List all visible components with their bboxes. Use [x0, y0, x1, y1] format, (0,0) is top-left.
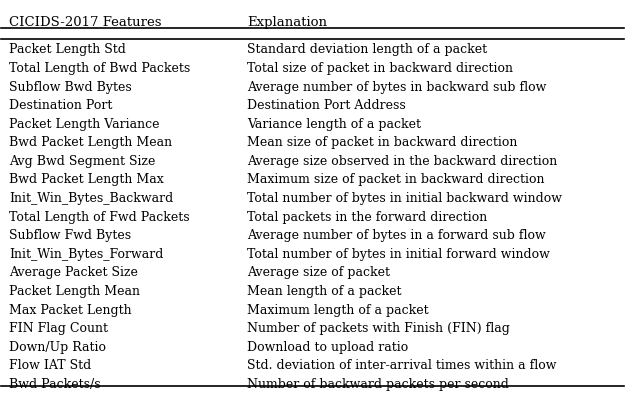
- Text: Mean size of packet in backward direction: Mean size of packet in backward directio…: [247, 136, 518, 149]
- Text: Packet Length Std: Packet Length Std: [9, 43, 125, 56]
- Text: Init_Win_Bytes_Backward: Init_Win_Bytes_Backward: [9, 192, 173, 205]
- Text: Average size observed in the backward direction: Average size observed in the backward di…: [247, 155, 557, 168]
- Text: Total size of packet in backward direction: Total size of packet in backward directi…: [247, 62, 513, 75]
- Text: Variance length of a packet: Variance length of a packet: [247, 118, 421, 131]
- Text: Average number of bytes in a forward sub flow: Average number of bytes in a forward sub…: [247, 229, 546, 242]
- Text: Destination Port: Destination Port: [9, 99, 112, 112]
- Text: Total packets in the forward direction: Total packets in the forward direction: [247, 211, 488, 224]
- Text: Subflow Fwd Bytes: Subflow Fwd Bytes: [9, 229, 131, 242]
- Text: Number of packets with Finish (FIN) flag: Number of packets with Finish (FIN) flag: [247, 322, 510, 335]
- Text: Total Length of Bwd Packets: Total Length of Bwd Packets: [9, 62, 190, 75]
- Text: Down/Up Ratio: Down/Up Ratio: [9, 341, 106, 354]
- Text: Destination Port Address: Destination Port Address: [247, 99, 406, 112]
- Text: Maximum size of packet in backward direction: Maximum size of packet in backward direc…: [247, 173, 545, 186]
- Text: Explanation: Explanation: [247, 16, 327, 29]
- Text: Bwd Packet Length Mean: Bwd Packet Length Mean: [9, 136, 172, 149]
- Text: Bwd Packet Length Max: Bwd Packet Length Max: [9, 173, 164, 186]
- Text: Packet Length Variance: Packet Length Variance: [9, 118, 159, 131]
- Text: Std. deviation of inter-arrival times within a flow: Std. deviation of inter-arrival times wi…: [247, 359, 557, 372]
- Text: Average number of bytes in backward sub flow: Average number of bytes in backward sub …: [247, 81, 547, 94]
- Text: Mean length of a packet: Mean length of a packet: [247, 285, 402, 298]
- Text: Number of backward packets per second: Number of backward packets per second: [247, 378, 509, 391]
- Text: Max Packet Length: Max Packet Length: [9, 304, 131, 316]
- Text: Avg Bwd Segment Size: Avg Bwd Segment Size: [9, 155, 156, 168]
- Text: Init_Win_Bytes_Forward: Init_Win_Bytes_Forward: [9, 248, 163, 261]
- Text: Average size of packet: Average size of packet: [247, 266, 390, 279]
- Text: Total Length of Fwd Packets: Total Length of Fwd Packets: [9, 211, 189, 224]
- Text: Subflow Bwd Bytes: Subflow Bwd Bytes: [9, 81, 132, 94]
- Text: CICIDS-2017 Features: CICIDS-2017 Features: [9, 16, 161, 29]
- Text: Total number of bytes in initial backward window: Total number of bytes in initial backwar…: [247, 192, 562, 205]
- Text: Bwd Packets/s: Bwd Packets/s: [9, 378, 100, 391]
- Text: Total number of bytes in initial forward window: Total number of bytes in initial forward…: [247, 248, 550, 261]
- Text: Packet Length Mean: Packet Length Mean: [9, 285, 140, 298]
- Text: Maximum length of a packet: Maximum length of a packet: [247, 304, 429, 316]
- Text: Average Packet Size: Average Packet Size: [9, 266, 138, 279]
- Text: Flow IAT Std: Flow IAT Std: [9, 359, 91, 372]
- Text: Download to upload ratio: Download to upload ratio: [247, 341, 408, 354]
- Text: Standard deviation length of a packet: Standard deviation length of a packet: [247, 43, 487, 56]
- Text: FIN Flag Count: FIN Flag Count: [9, 322, 108, 335]
